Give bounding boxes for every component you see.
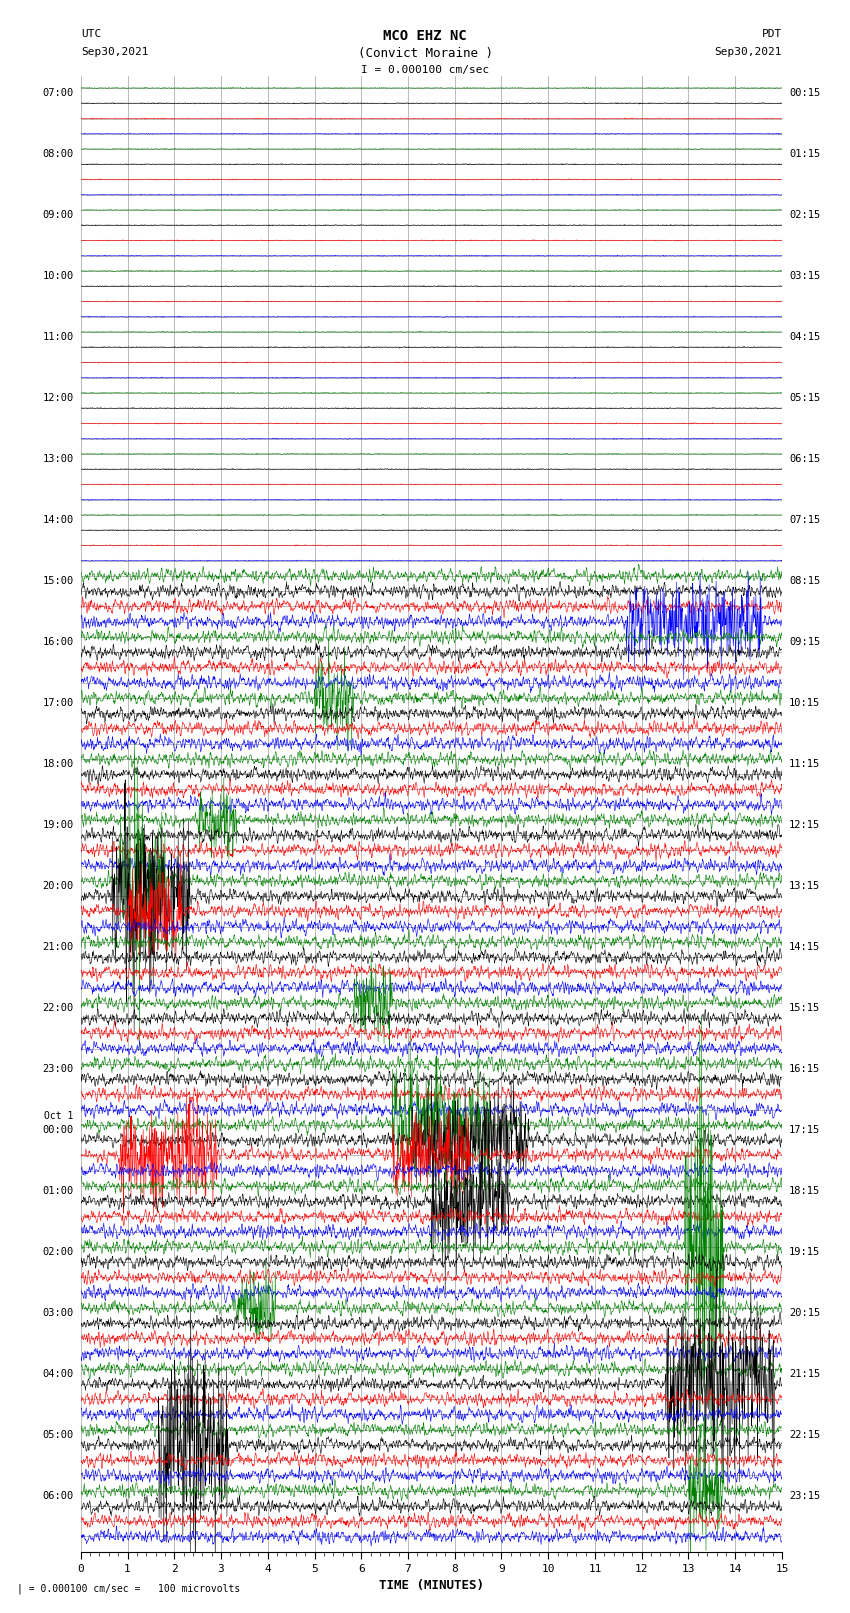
Text: 05:00: 05:00 xyxy=(42,1429,74,1440)
Text: 17:15: 17:15 xyxy=(789,1124,820,1136)
Text: | = 0.000100 cm/sec =   100 microvolts: | = 0.000100 cm/sec = 100 microvolts xyxy=(17,1582,241,1594)
Text: 20:00: 20:00 xyxy=(42,881,74,890)
Text: 21:00: 21:00 xyxy=(42,942,74,952)
Text: 01:00: 01:00 xyxy=(42,1186,74,1195)
Text: 19:15: 19:15 xyxy=(789,1247,820,1257)
Text: 17:00: 17:00 xyxy=(42,698,74,708)
Text: 00:15: 00:15 xyxy=(789,89,820,98)
Text: 16:15: 16:15 xyxy=(789,1065,820,1074)
Text: 13:15: 13:15 xyxy=(789,881,820,890)
Text: 07:15: 07:15 xyxy=(789,515,820,524)
Text: I = 0.000100 cm/sec: I = 0.000100 cm/sec xyxy=(361,65,489,74)
Text: 07:00: 07:00 xyxy=(42,89,74,98)
Text: 23:00: 23:00 xyxy=(42,1065,74,1074)
Text: 03:15: 03:15 xyxy=(789,271,820,281)
Text: 22:15: 22:15 xyxy=(789,1429,820,1440)
Text: 18:00: 18:00 xyxy=(42,758,74,769)
Text: 06:00: 06:00 xyxy=(42,1490,74,1500)
Text: 11:00: 11:00 xyxy=(42,332,74,342)
Text: PDT: PDT xyxy=(762,29,782,39)
Text: Sep30,2021: Sep30,2021 xyxy=(81,47,148,56)
Text: 15:00: 15:00 xyxy=(42,576,74,586)
Text: 03:00: 03:00 xyxy=(42,1308,74,1318)
Text: 04:00: 04:00 xyxy=(42,1369,74,1379)
Text: 02:15: 02:15 xyxy=(789,210,820,219)
Text: 16:00: 16:00 xyxy=(42,637,74,647)
Text: 00:00: 00:00 xyxy=(42,1124,74,1136)
Text: 14:00: 14:00 xyxy=(42,515,74,524)
Text: MCO EHZ NC: MCO EHZ NC xyxy=(383,29,467,44)
Text: 02:00: 02:00 xyxy=(42,1247,74,1257)
Text: 21:15: 21:15 xyxy=(789,1369,820,1379)
X-axis label: TIME (MINUTES): TIME (MINUTES) xyxy=(379,1579,484,1592)
Text: 09:00: 09:00 xyxy=(42,210,74,219)
Text: 10:15: 10:15 xyxy=(789,698,820,708)
Text: Oct 1: Oct 1 xyxy=(44,1111,74,1121)
Text: (Convict Moraine ): (Convict Moraine ) xyxy=(358,47,492,60)
Text: 15:15: 15:15 xyxy=(789,1003,820,1013)
Text: 09:15: 09:15 xyxy=(789,637,820,647)
Text: 08:15: 08:15 xyxy=(789,576,820,586)
Text: 22:00: 22:00 xyxy=(42,1003,74,1013)
Text: 06:15: 06:15 xyxy=(789,453,820,465)
Text: 18:15: 18:15 xyxy=(789,1186,820,1195)
Text: 04:15: 04:15 xyxy=(789,332,820,342)
Text: 20:15: 20:15 xyxy=(789,1308,820,1318)
Text: 01:15: 01:15 xyxy=(789,148,820,160)
Text: 12:00: 12:00 xyxy=(42,394,74,403)
Text: 13:00: 13:00 xyxy=(42,453,74,465)
Text: 23:15: 23:15 xyxy=(789,1490,820,1500)
Text: 05:15: 05:15 xyxy=(789,394,820,403)
Text: 12:15: 12:15 xyxy=(789,819,820,829)
Text: 11:15: 11:15 xyxy=(789,758,820,769)
Text: 08:00: 08:00 xyxy=(42,148,74,160)
Text: 10:00: 10:00 xyxy=(42,271,74,281)
Text: 14:15: 14:15 xyxy=(789,942,820,952)
Text: 19:00: 19:00 xyxy=(42,819,74,829)
Text: UTC: UTC xyxy=(81,29,101,39)
Text: Sep30,2021: Sep30,2021 xyxy=(715,47,782,56)
